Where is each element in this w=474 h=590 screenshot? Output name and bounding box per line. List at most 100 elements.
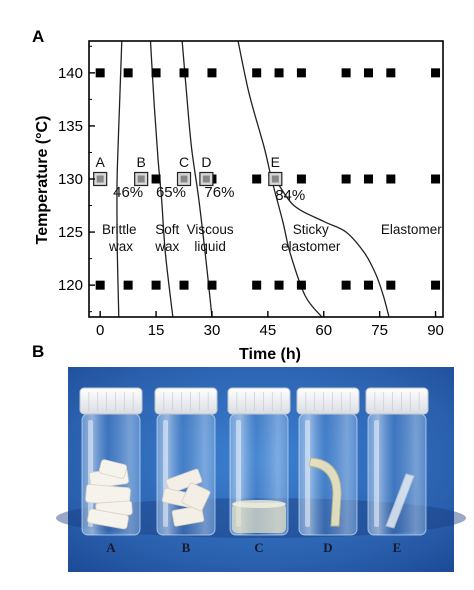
x-tick-label: 90: [427, 322, 444, 339]
y-tick-label: 120: [58, 277, 83, 294]
vial-c: C: [227, 387, 291, 555]
vial-cap: [227, 387, 291, 415]
data-point: [252, 68, 262, 78]
percent-label: 65%: [156, 184, 186, 201]
axis-ticks: 0 15 30 45 60 75 90 120 125 130 135 140: [58, 45, 444, 339]
x-axis-title: Time (h): [239, 346, 301, 363]
data-point: [296, 280, 306, 290]
vial-d: D: [296, 387, 360, 555]
x-tick-label: 75: [371, 322, 388, 339]
x-tick-label: 0: [96, 322, 104, 339]
data-point: [431, 68, 441, 78]
vial-glare: [374, 420, 379, 527]
data-point: [123, 68, 133, 78]
vial-label: C: [254, 540, 263, 555]
data-point: [151, 174, 161, 184]
vial-label: E: [393, 540, 402, 555]
vials: A B C D E: [79, 387, 429, 555]
vial-label: A: [106, 540, 116, 555]
region-label: Elastomer: [381, 222, 442, 237]
vial-cap: [296, 387, 360, 415]
data-point: [341, 174, 351, 184]
x-tick-label: 60: [315, 322, 332, 339]
data-point: [363, 68, 373, 78]
vial-glare: [163, 420, 168, 527]
percent-label: 84%: [275, 187, 305, 204]
region-label: Sticky elastomer: [281, 222, 341, 254]
percent-labels: 46% 65% 76% 84%: [113, 184, 305, 204]
y-tick-label: 130: [58, 171, 83, 188]
data-point: [363, 280, 373, 290]
vial-label: D: [323, 540, 332, 555]
x-tick-label: 45: [260, 322, 277, 339]
panel-b-label: B: [32, 342, 44, 361]
data-point: [151, 280, 161, 290]
x-tick-label: 15: [148, 322, 165, 339]
vial-cap: [365, 387, 429, 415]
data-point: [296, 174, 306, 184]
boundary-curve-5: [274, 178, 390, 317]
sample-letter: D: [201, 154, 211, 170]
highlighted-point-inner: [202, 175, 210, 183]
data-point: [386, 174, 396, 184]
data-point: [123, 280, 133, 290]
sample-letter: B: [136, 154, 145, 170]
highlighted-point-inner: [96, 175, 104, 183]
data-point: [296, 68, 306, 78]
y-tick-label: 125: [58, 224, 83, 241]
phase-diagram-plot: Brittle wax Soft wax Viscous liquid Sticky elas…: [58, 40, 444, 339]
wax-fragment: [98, 459, 128, 479]
sample-letter: C: [179, 154, 189, 170]
data-point: [363, 174, 373, 184]
data-point: [95, 280, 105, 290]
data-point: [179, 280, 189, 290]
data-point: [252, 174, 262, 184]
data-point: [95, 68, 105, 78]
vial-b: B: [154, 387, 218, 555]
panel-a-label: A: [32, 27, 44, 46]
viscous-liquid: [232, 503, 286, 533]
vial-cap: [79, 387, 143, 415]
sample-letter: A: [96, 154, 106, 170]
wax-fragment: [87, 508, 129, 530]
vial-a: A: [79, 387, 143, 555]
wax-fragment: [165, 468, 203, 494]
data-point: [207, 280, 217, 290]
highlighted-markers: [93, 171, 283, 187]
highlighted-point-inner: [137, 175, 145, 183]
boundary-curve-1: [116, 41, 123, 317]
boundary-curve-3: [181, 41, 213, 317]
region-labels: Brittle wax Soft wax Viscous liquid Sticky elas…: [102, 222, 442, 254]
data-point: [179, 68, 189, 78]
vial-e: E: [365, 387, 429, 555]
wax-fragment: [171, 505, 205, 527]
data-point: [207, 68, 217, 78]
region-label: Viscous liquid: [187, 222, 234, 254]
data-point: [151, 68, 161, 78]
data-point: [386, 68, 396, 78]
boundary-curve-4: [237, 41, 323, 317]
wax-fragment: [181, 482, 211, 512]
vial-glare: [305, 420, 310, 527]
percent-label: 46%: [113, 184, 143, 201]
data-point: [274, 68, 284, 78]
liquid-surface: [232, 500, 286, 508]
percent-label: 76%: [204, 184, 234, 201]
data-point: [252, 280, 262, 290]
y-axis-title: Temperature (°C): [34, 116, 51, 245]
data-point: [431, 174, 441, 184]
region-label: Soft wax: [154, 222, 179, 254]
elastomer-strip: [308, 457, 342, 527]
x-tick-label: 30: [204, 322, 221, 339]
data-point: [341, 280, 351, 290]
highlighted-point-inner: [271, 175, 279, 183]
vials-photo: A B C D E: [56, 367, 466, 572]
data-point: [431, 280, 441, 290]
data-point: [341, 68, 351, 78]
region-label: Brittle wax: [102, 222, 137, 254]
vial-label: B: [182, 540, 191, 555]
data-point: [386, 280, 396, 290]
y-tick-label: 135: [58, 118, 83, 135]
